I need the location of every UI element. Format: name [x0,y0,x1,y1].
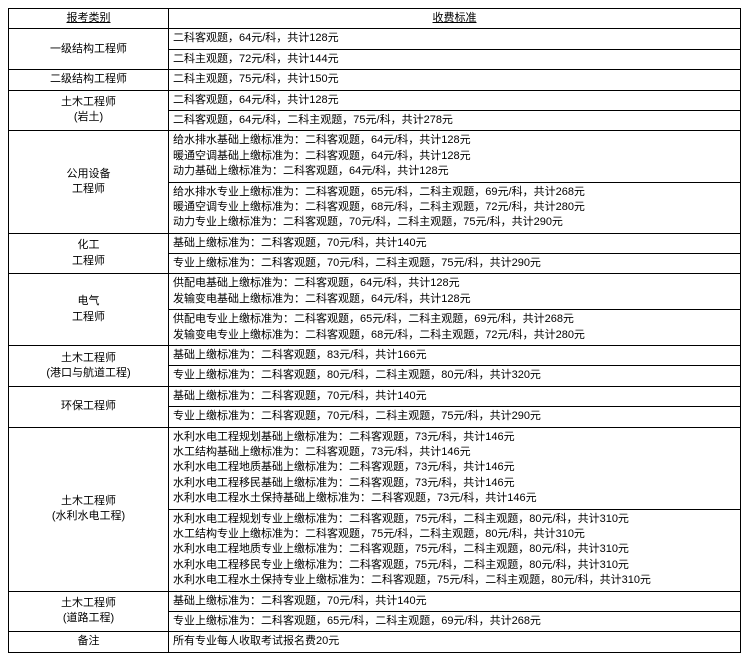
fee-cell: 供配电基础上缴标准为：二科客观题，64元/科，共计128元发输变电基础上缴标准为… [169,274,741,310]
table-row: 土木工程师(港口与航道工程)基础上缴标准为：二科客观题，83元/科，共计166元 [9,346,741,366]
fee-cell: 基础上缴标准为：二科客观题，70元/科，共计140元 [169,591,741,611]
fee-cell: 基础上缴标准为：二科客观题，70元/科，共计140元 [169,233,741,253]
header-fee: 收费标准 [169,9,741,29]
fee-cell: 专业上缴标准为：二科客观题，70元/科，二科主观题，75元/科，共计290元 [169,407,741,427]
category-cell: 土木工程师(岩土) [9,90,169,131]
category-cell: 土木工程师(港口与航道工程) [9,346,169,387]
table-row: 二级结构工程师二科主观题，75元/科，共计150元 [9,70,741,90]
fee-cell: 二科客观题，64元/科，共计128元 [169,90,741,110]
fee-cell: 专业上缴标准为：二科客观题，70元/科，二科主观题，75元/科，共计290元 [169,254,741,274]
fee-table: 报考类别 收费标准 一级结构工程师二科客观题，64元/科，共计128元二科主观题… [8,8,741,653]
table-row: 土木工程师(岩土)二科客观题，64元/科，共计128元 [9,90,741,110]
table-row: 一级结构工程师二科客观题，64元/科，共计128元 [9,29,741,49]
table-row: 土木工程师(道路工程)基础上缴标准为：二科客观题，70元/科，共计140元 [9,591,741,611]
table-header-row: 报考类别 收费标准 [9,9,741,29]
fee-cell: 二科客观题，64元/科，二科主观题，75元/科，共计278元 [169,110,741,130]
note-row: 备注所有专业每人收取考试报名费20元 [9,632,741,652]
table-row: 电气工程师供配电基础上缴标准为：二科客观题，64元/科，共计128元发输变电基础… [9,274,741,310]
category-cell: 环保工程师 [9,386,169,427]
fee-cell: 专业上缴标准为：二科客观题，80元/科，二科主观题，80元/科，共计320元 [169,366,741,386]
table-row: 公用设备工程师给水排水基础上缴标准为：二科客观题，64元/科，共计128元暖通空… [9,131,741,182]
fee-cell: 二科客观题，64元/科，共计128元 [169,29,741,49]
note-text: 所有专业每人收取考试报名费20元 [169,632,741,652]
note-label: 备注 [9,632,169,652]
category-cell: 一级结构工程师 [9,29,169,70]
table-row: 化工工程师基础上缴标准为：二科客观题，70元/科，共计140元 [9,233,741,253]
fee-cell: 基础上缴标准为：二科客观题，83元/科，共计166元 [169,346,741,366]
fee-cell: 给水排水基础上缴标准为：二科客观题，64元/科，共计128元暖通空调基础上缴标准… [169,131,741,182]
table-row: 环保工程师基础上缴标准为：二科客观题，70元/科，共计140元 [9,386,741,406]
fee-cell: 二科主观题，75元/科，共计150元 [169,70,741,90]
category-cell: 电气工程师 [9,274,169,346]
category-cell: 土木工程师(水利水电工程) [9,427,169,591]
category-cell: 化工工程师 [9,233,169,274]
fee-cell: 水利水电工程规划基础上缴标准为：二科客观题，73元/科，共计146元水工结构基础… [169,427,741,509]
category-cell: 土木工程师(道路工程) [9,591,169,632]
fee-cell: 专业上缴标准为：二科客观题，65元/科，二科主观题，69元/科，共计268元 [169,611,741,631]
category-cell: 公用设备工程师 [9,131,169,233]
fee-cell: 供配电专业上缴标准为：二科客观题，65元/科，二科主观题，69元/科，共计268… [169,310,741,346]
table-row: 土木工程师(水利水电工程)水利水电工程规划基础上缴标准为：二科客观题，73元/科… [9,427,741,509]
fee-cell: 基础上缴标准为：二科客观题，70元/科，共计140元 [169,386,741,406]
category-cell: 二级结构工程师 [9,70,169,90]
header-category: 报考类别 [9,9,169,29]
fee-cell: 二科主观题，72元/科，共计144元 [169,49,741,69]
fee-cell: 给水排水专业上缴标准为：二科客观题，65元/科，二科主观题，69元/科，共计26… [169,182,741,233]
